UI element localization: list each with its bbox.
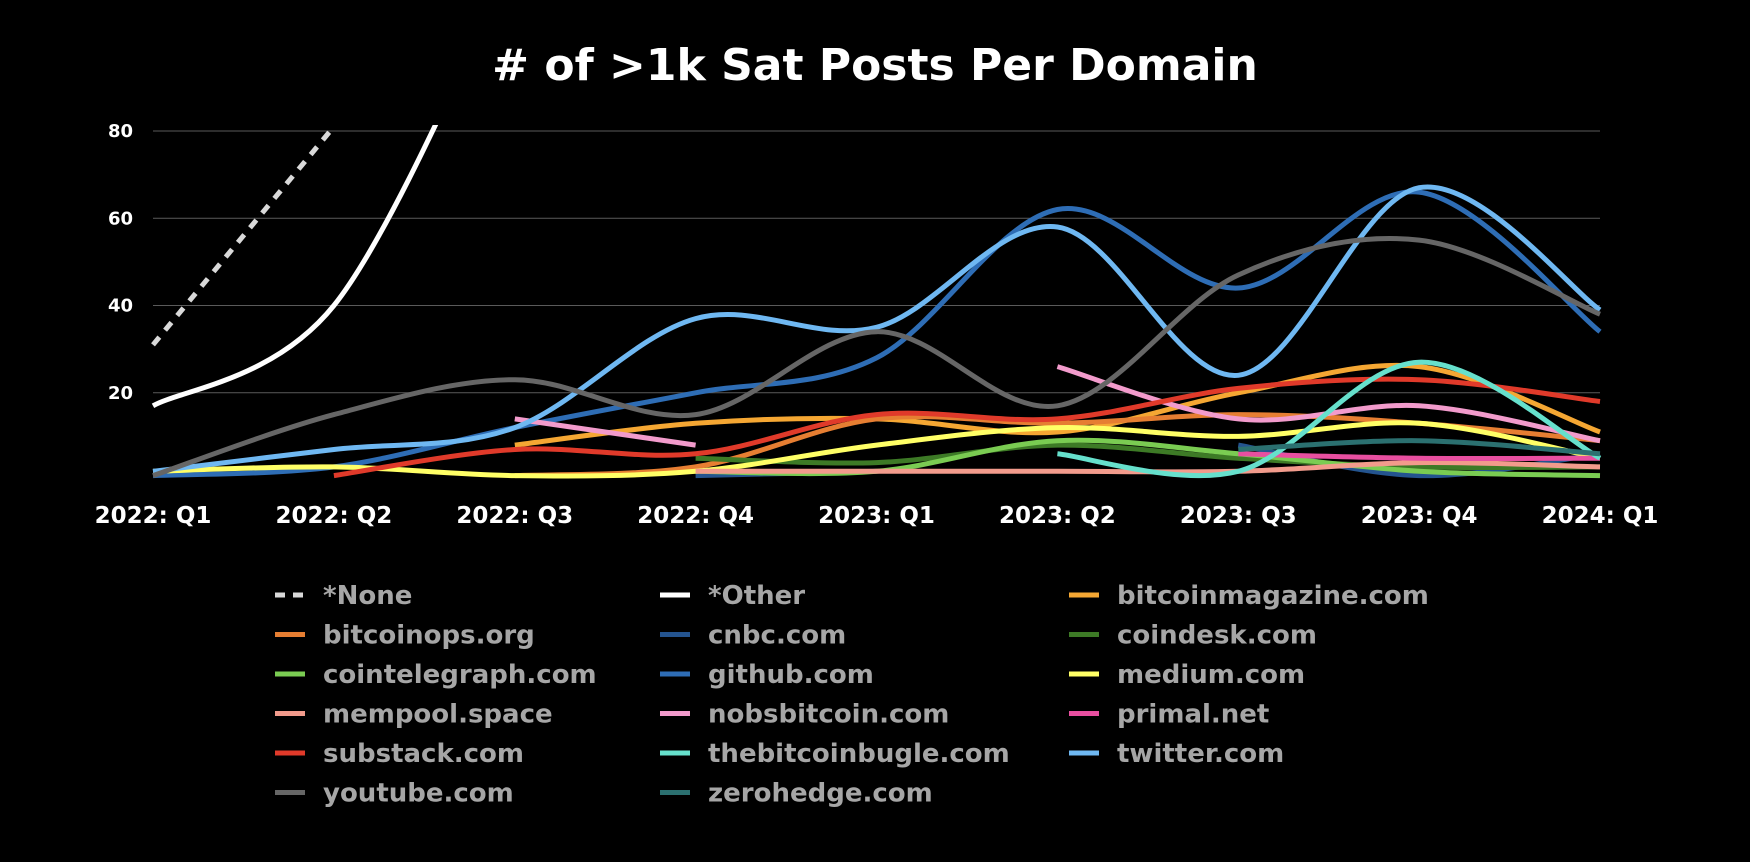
legend-item-mempool-space: mempool.space [275, 700, 553, 730]
legend-item-medium-com: medium.com [1069, 660, 1305, 690]
y-tick-label: 60 [108, 208, 133, 229]
x-axis-ticks: 2022: Q1 2022: Q2 2022: Q3 2022: Q4 2023: Q1… [95, 503, 1659, 529]
y-tick-label: 40 [108, 296, 133, 317]
legend-label: bitcoinops.org [323, 621, 535, 651]
y-tick-label: 80 [108, 121, 133, 142]
legend-label: substack.com [323, 739, 524, 769]
legend-item-primal-net: primal.net [1069, 700, 1269, 730]
series-line-none [151, 125, 336, 347]
x-tick-label: 2024: Q1 [1542, 503, 1659, 529]
legend-label: primal.net [1117, 700, 1269, 730]
legend-label: zerohedge.com [708, 779, 933, 809]
legend-label: nobsbitcoin.com [708, 700, 949, 730]
y-tick-label: 20 [108, 383, 133, 404]
chart-title: # of >1k Sat Posts Per Domain [492, 40, 1258, 91]
x-tick-label: 2022: Q4 [637, 503, 754, 529]
series-line-coindesk-com [695, 442, 1601, 471]
legend-label: cnbc.com [708, 621, 846, 651]
series-line-youtube-com [152, 236, 1601, 478]
y-axis-ticks: 20 40 60 80 [108, 121, 133, 404]
legend-label: *None [323, 581, 412, 611]
legend: *None *Other bitcoinmagazine.com bitcoinops… [275, 581, 1429, 809]
series-line-primal-net [1238, 451, 1601, 462]
legend-label: github.com [708, 660, 874, 690]
series-line-thebitcoinbugle-com [1057, 359, 1602, 479]
legend-label: mempool.space [323, 700, 553, 730]
legend-item-cointelegraph-com: cointelegraph.com [275, 660, 597, 690]
legend-item-zerohedge-com: zerohedge.com [660, 779, 933, 809]
legend-label: youtube.com [323, 779, 514, 809]
legend-label: medium.com [1117, 660, 1305, 690]
legend-item-coindesk-com: coindesk.com [1069, 621, 1317, 651]
x-tick-label: 2023: Q3 [1180, 503, 1297, 529]
series-line-github-com [152, 189, 1602, 479]
series-lines [151, 125, 1602, 479]
series-line-twitter-com [152, 184, 1602, 474]
series-line-other [151, 125, 439, 409]
legend-label: *Other [708, 581, 805, 611]
legend-label: twitter.com [1117, 739, 1284, 769]
series-line-bitcoinmagazine-com [514, 362, 1601, 448]
legend-item-github-com: github.com [660, 660, 874, 690]
series-line-substack-com [333, 376, 1601, 479]
legend-item-twitter-com: twitter.com [1069, 739, 1284, 769]
legend-item-youtube-com: youtube.com [275, 779, 514, 809]
legend-item-bitcoinmagazine-com: bitcoinmagazine.com [1069, 581, 1429, 611]
x-tick-label: 2022: Q1 [95, 503, 212, 529]
legend-label: thebitcoinbugle.com [708, 739, 1010, 769]
legend-label: bitcoinmagazine.com [1117, 581, 1429, 611]
x-tick-label: 2023: Q2 [999, 503, 1116, 529]
legend-item-substack-com: substack.com [275, 739, 524, 769]
legend-item-nobsbitcoin-com: nobsbitcoin.com [660, 700, 949, 730]
legend-label: cointelegraph.com [323, 660, 597, 690]
legend-label: coindesk.com [1117, 621, 1317, 651]
legend-item-thebitcoinbugle-com: thebitcoinbugle.com [660, 739, 1010, 769]
legend-item-bitcoinops-org: bitcoinops.org [275, 621, 535, 651]
x-tick-label: 2023: Q4 [1361, 503, 1478, 529]
series-line-medium-com [152, 420, 1601, 479]
legend-item-other: *Other [660, 581, 805, 611]
grid-lines [153, 130, 1600, 394]
x-tick-label: 2023: Q1 [818, 503, 935, 529]
x-tick-label: 2022: Q2 [275, 503, 392, 529]
x-tick-label: 2022: Q3 [456, 503, 573, 529]
legend-item-none: *None [275, 581, 412, 611]
legend-item-cnbc-com: cnbc.com [660, 621, 846, 651]
series-line-zerohedge-com [1238, 438, 1601, 457]
